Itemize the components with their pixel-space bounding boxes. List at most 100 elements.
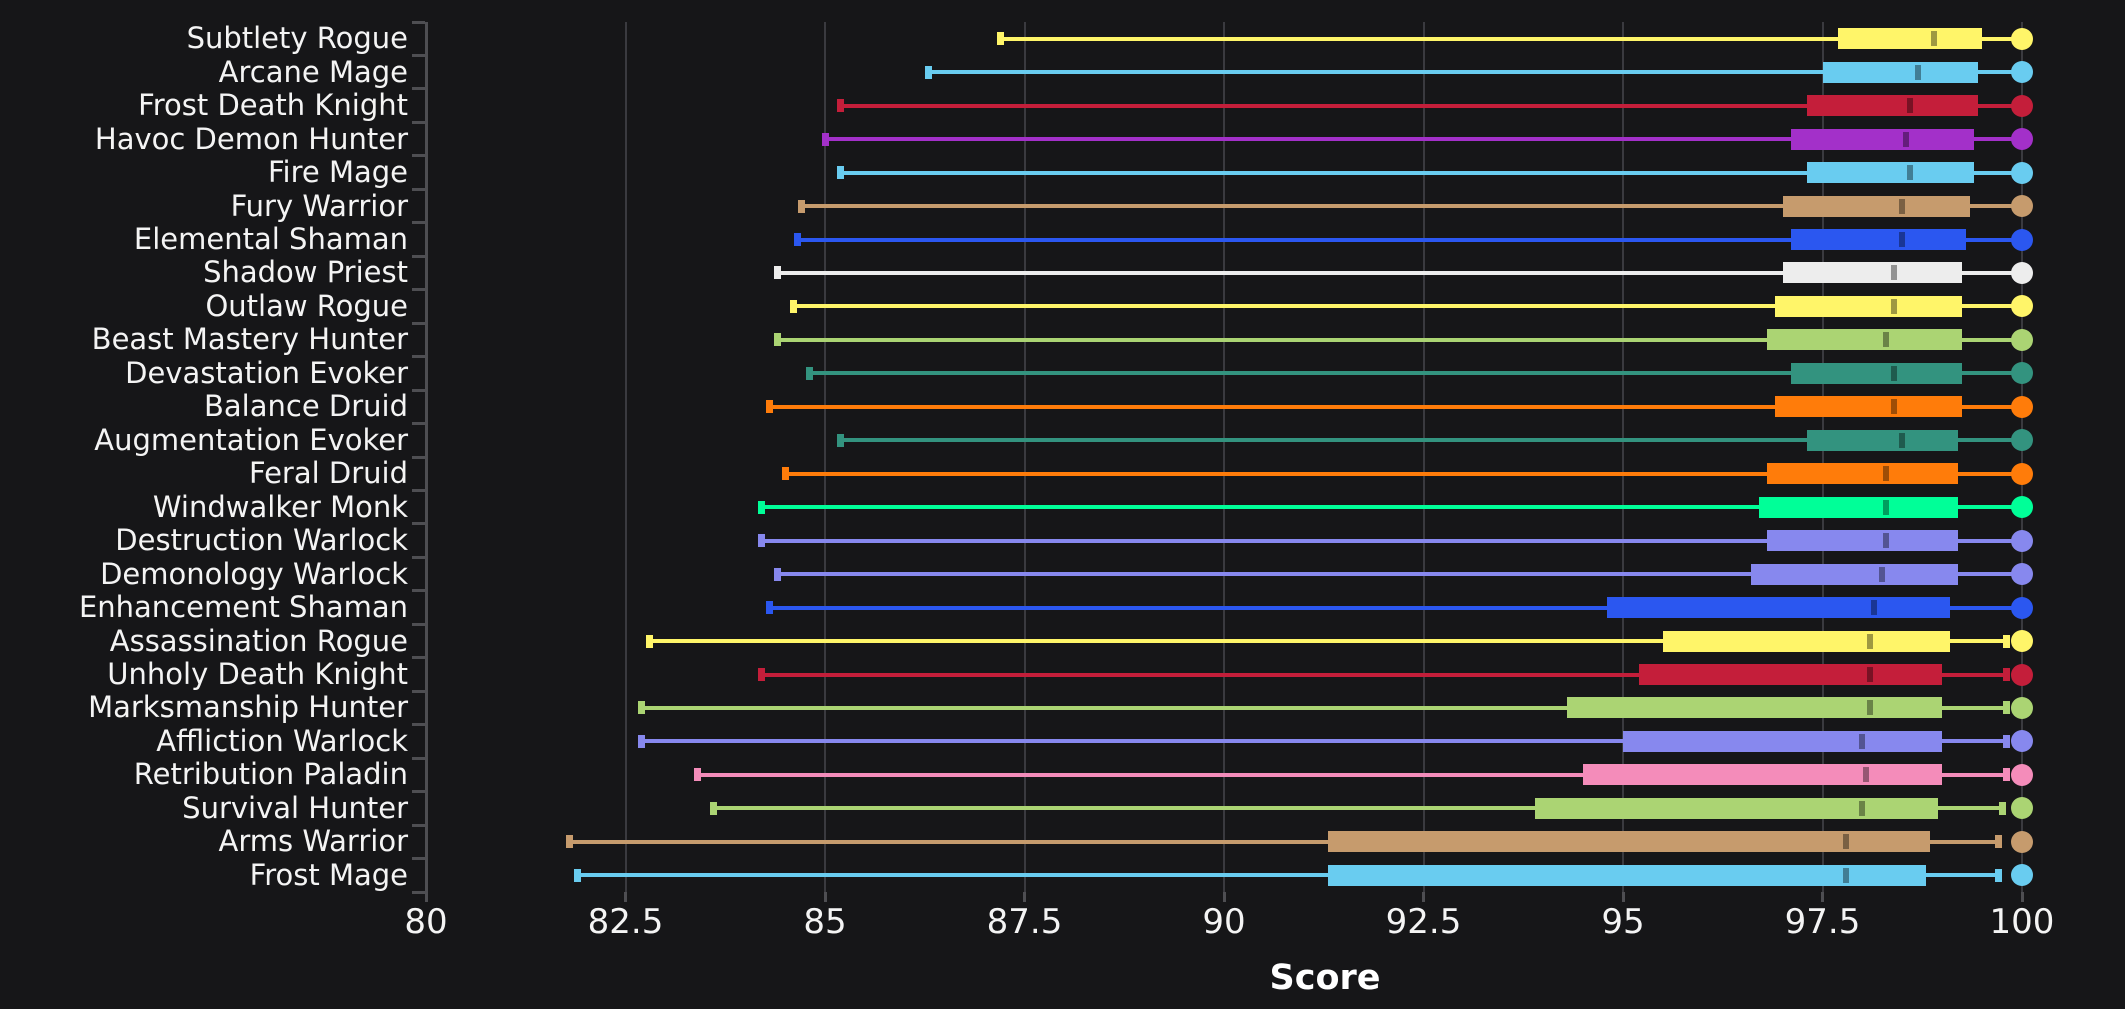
iqr-box[interactable]: [1662, 630, 1951, 652]
whisker-line: [761, 672, 2007, 677]
y-axis-tick: [412, 756, 425, 760]
whisker-line: [1000, 36, 2022, 41]
iqr-box[interactable]: [1758, 496, 1959, 518]
iqr-box[interactable]: [1790, 362, 1963, 384]
max-point[interactable]: [2011, 596, 2033, 619]
max-point[interactable]: [2011, 763, 2033, 786]
category-label: Arcane Mage: [218, 54, 408, 89]
grid-line: [1223, 22, 1225, 892]
whisker-cap-min: [709, 801, 717, 815]
iqr-box[interactable]: [1750, 563, 1959, 585]
max-point[interactable]: [2011, 797, 2033, 820]
x-axis-tick: [424, 892, 428, 902]
whisker-line: [569, 839, 1999, 844]
iqr-box[interactable]: [1774, 396, 1963, 418]
iqr-box[interactable]: [1623, 730, 1943, 752]
whisker-cap-max: [2002, 768, 2010, 782]
median-line: [1883, 332, 1890, 348]
category-label: Fire Mage: [267, 155, 408, 190]
whisker-line: [777, 337, 2022, 342]
iqr-box[interactable]: [1567, 697, 1943, 719]
iqr-box[interactable]: [1766, 329, 1963, 351]
max-point[interactable]: [2011, 228, 2033, 251]
iqr-box[interactable]: [1782, 195, 1971, 217]
max-point[interactable]: [2011, 295, 2033, 318]
whisker-cap-min: [797, 199, 805, 213]
whisker-line: [809, 371, 2022, 376]
y-axis-tick: [412, 154, 425, 158]
grid-line: [1422, 22, 1425, 892]
x-tick-label: 80: [404, 902, 448, 942]
iqr-box[interactable]: [1838, 28, 1983, 50]
y-axis-tick: [412, 823, 425, 827]
iqr-box[interactable]: [1766, 530, 1959, 552]
max-point[interactable]: [2011, 864, 2033, 887]
iqr-box[interactable]: [1806, 95, 1979, 117]
category-label: Augmentation Evoker: [94, 422, 408, 457]
max-point[interactable]: [2011, 27, 2033, 50]
x-tick-label: 87.5: [986, 902, 1063, 942]
category-label: Subtlety Rogue: [186, 21, 408, 56]
max-point[interactable]: [2011, 663, 2033, 686]
grid-line: [824, 22, 826, 892]
iqr-box[interactable]: [1782, 262, 1963, 284]
whisker-cap-min: [837, 433, 845, 447]
max-point[interactable]: [2011, 195, 2033, 218]
whisker-cap-min: [637, 734, 645, 748]
median-line: [1899, 232, 1906, 247]
max-point[interactable]: [2011, 362, 2033, 385]
max-point[interactable]: [2011, 128, 2033, 151]
max-point[interactable]: [2011, 161, 2033, 184]
whisker-line: [649, 639, 2007, 644]
iqr-box[interactable]: [1638, 664, 1943, 685]
max-point[interactable]: [2011, 462, 2033, 485]
max-point[interactable]: [2011, 261, 2033, 284]
median-line: [1891, 365, 1898, 381]
whisker-line: [777, 270, 2022, 275]
max-point[interactable]: [2011, 94, 2033, 117]
iqr-box[interactable]: [1822, 61, 1979, 83]
max-point[interactable]: [2011, 696, 2033, 719]
max-point[interactable]: [2011, 61, 2033, 84]
max-point[interactable]: [2011, 395, 2033, 418]
whisker-cap-min: [566, 835, 574, 849]
whisker-line: [840, 438, 2022, 443]
iqr-box[interactable]: [1327, 831, 1931, 853]
whisker-line: [797, 237, 2022, 242]
max-point[interactable]: [2011, 730, 2033, 753]
max-point[interactable]: [2011, 630, 2033, 653]
whisker-line: [785, 471, 2022, 476]
grid-line: [2021, 22, 2023, 892]
x-tick-label: 85: [803, 902, 847, 942]
max-point[interactable]: [2011, 529, 2033, 552]
iqr-box[interactable]: [1327, 864, 1927, 886]
y-axis-tick: [412, 656, 425, 660]
y-axis-tick: [412, 87, 425, 91]
y-axis-tick: [412, 254, 425, 258]
y-axis-tick: [412, 723, 425, 727]
category-label: Feral Druid: [248, 456, 408, 491]
iqr-box[interactable]: [1766, 463, 1959, 485]
grid-line: [1622, 22, 1624, 892]
iqr-box[interactable]: [1790, 128, 1975, 150]
max-point[interactable]: [2011, 830, 2033, 853]
iqr-box[interactable]: [1535, 797, 1939, 819]
iqr-box[interactable]: [1806, 162, 1975, 184]
y-axis-tick: [412, 422, 425, 426]
max-point[interactable]: [2011, 328, 2033, 351]
median-line: [1899, 198, 1906, 214]
y-axis-tick: [412, 20, 425, 24]
whisker-cap-min: [574, 868, 582, 882]
median-line: [1907, 98, 1914, 114]
iqr-box[interactable]: [1806, 429, 1959, 451]
max-point[interactable]: [2011, 429, 2033, 452]
iqr-box[interactable]: [1607, 597, 1951, 619]
iqr-box[interactable]: [1583, 764, 1943, 786]
median-line: [1891, 265, 1898, 281]
iqr-box[interactable]: [1790, 229, 1967, 250]
median-line: [1931, 31, 1938, 47]
median-line: [1915, 64, 1922, 80]
max-point[interactable]: [2011, 563, 2033, 586]
iqr-box[interactable]: [1774, 295, 1963, 317]
max-point[interactable]: [2011, 496, 2033, 519]
